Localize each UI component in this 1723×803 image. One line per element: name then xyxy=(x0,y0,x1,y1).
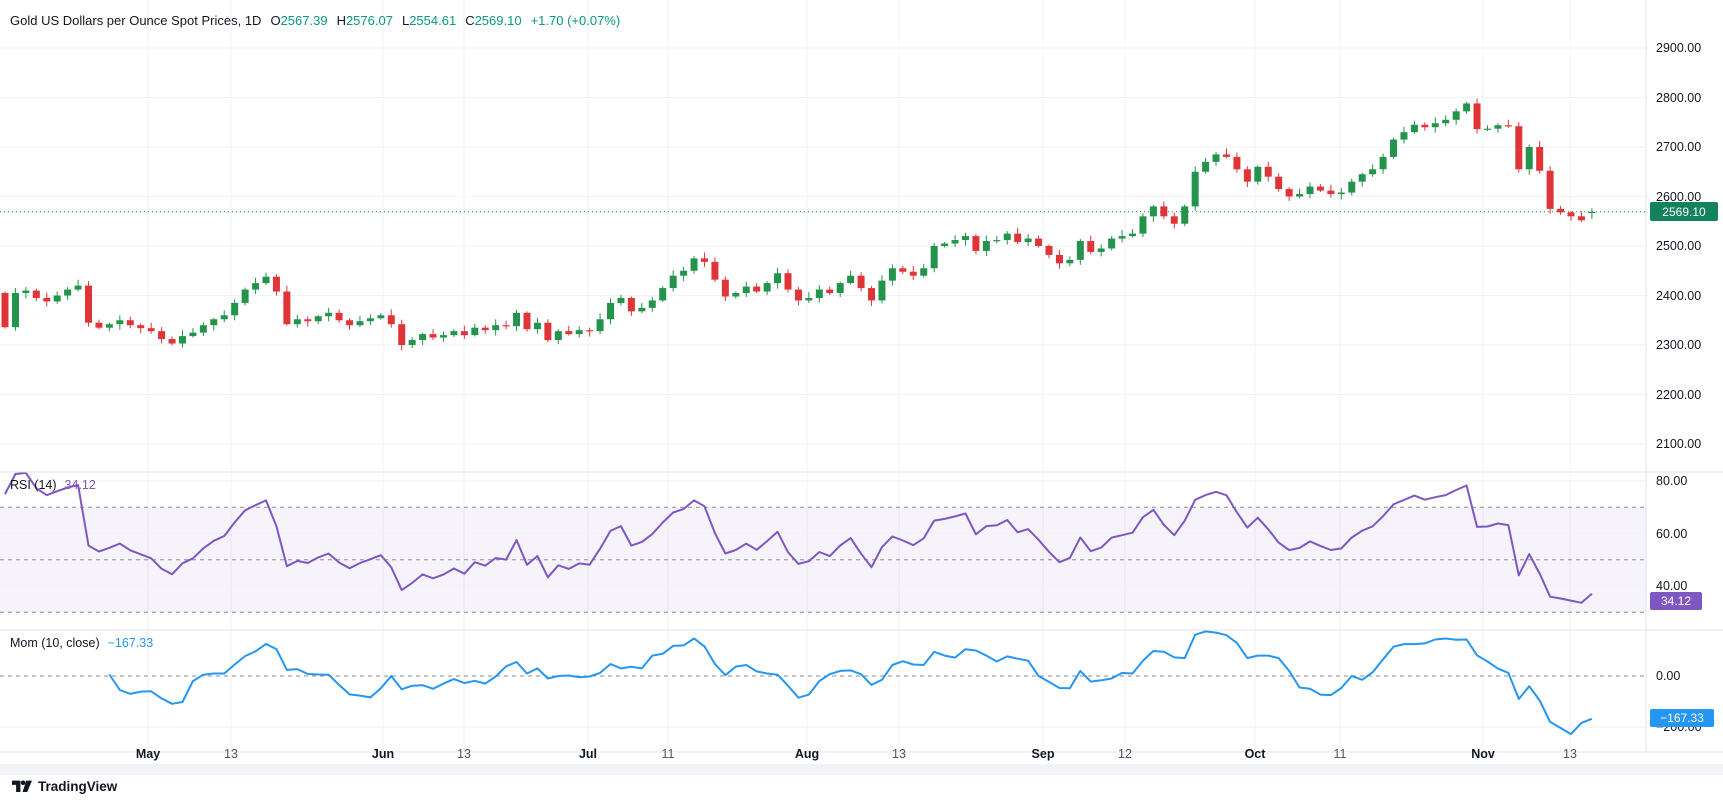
time-tick-label: 13 xyxy=(457,747,471,761)
price-tick-label: 2100.00 xyxy=(1656,437,1702,451)
last-price-badge: 2569.10 xyxy=(1650,202,1718,221)
time-tick-label: Jul xyxy=(578,747,598,761)
price-tick-label: 2900.00 xyxy=(1656,41,1702,55)
price-change: +1.70 (+0.07%) xyxy=(530,13,621,28)
price-tick-label: 2200.00 xyxy=(1656,387,1702,402)
bottom-strip xyxy=(0,764,1723,775)
time-tick-label: May xyxy=(135,747,161,761)
price-tick-label: 2400.00 xyxy=(1656,288,1702,303)
ohlc-high: H2576.07 xyxy=(336,13,393,28)
rsi-tick-label: 40.00 xyxy=(1656,579,1688,593)
rsi-value-badge: 34.12 xyxy=(1650,592,1702,610)
momentum-value: −167.33 xyxy=(107,636,154,650)
ohlc-low: L2554.61 xyxy=(401,13,457,28)
price-tick-label: 2700.00 xyxy=(1656,140,1702,154)
tradingview-wordmark: TradingView xyxy=(38,778,118,794)
ohlc-open: O2567.39 xyxy=(270,13,328,28)
momentum-title[interactable]: Mom (10, close) xyxy=(10,636,100,650)
time-tick-label: Aug xyxy=(794,747,820,761)
rsi-legend[interactable]: RSI (14) 34.12 xyxy=(10,478,96,492)
symbol-title[interactable]: Gold US Dollars per Ounce Spot Prices, 1… xyxy=(10,13,262,28)
time-tick-label: 11 xyxy=(661,747,675,761)
symbol-legend[interactable]: Gold US Dollars per Ounce Spot Prices, 1… xyxy=(10,13,620,28)
price-tick-label: 2300.00 xyxy=(1656,338,1702,352)
time-tick-label: 13 xyxy=(224,747,238,761)
time-tick-label: Sep xyxy=(1031,747,1055,761)
rsi-tick-label: 80.00 xyxy=(1656,474,1688,488)
time-tick-label: Jun xyxy=(371,747,395,761)
price-tick-label: 2600.00 xyxy=(1656,189,1702,204)
momentum-value-badge: −167.33 xyxy=(1650,709,1714,727)
time-tick-label: Nov xyxy=(1471,747,1495,761)
price-tick-label: 2800.00 xyxy=(1656,90,1702,105)
time-tick-label: Oct xyxy=(1244,747,1266,761)
time-tick-label: 11 xyxy=(1333,747,1347,761)
tradingview-logo-icon xyxy=(12,778,32,794)
time-tick-label: 13 xyxy=(1563,747,1577,761)
ohlc-close: C2569.10 xyxy=(465,13,522,28)
time-tick-label: 12 xyxy=(1118,747,1132,761)
price-tick-label: 2500.00 xyxy=(1656,239,1702,253)
tradingview-brand[interactable]: TradingView xyxy=(12,778,117,794)
momentum-legend[interactable]: Mom (10, close) −167.33 xyxy=(10,636,153,650)
rsi-tick-label: 60.00 xyxy=(1656,526,1688,541)
rsi-title[interactable]: RSI (14) xyxy=(10,478,57,492)
time-tick-label: 13 xyxy=(892,747,906,761)
momentum-tick-label: 0.00 xyxy=(1656,669,1681,683)
rsi-value: 34.12 xyxy=(64,478,96,492)
